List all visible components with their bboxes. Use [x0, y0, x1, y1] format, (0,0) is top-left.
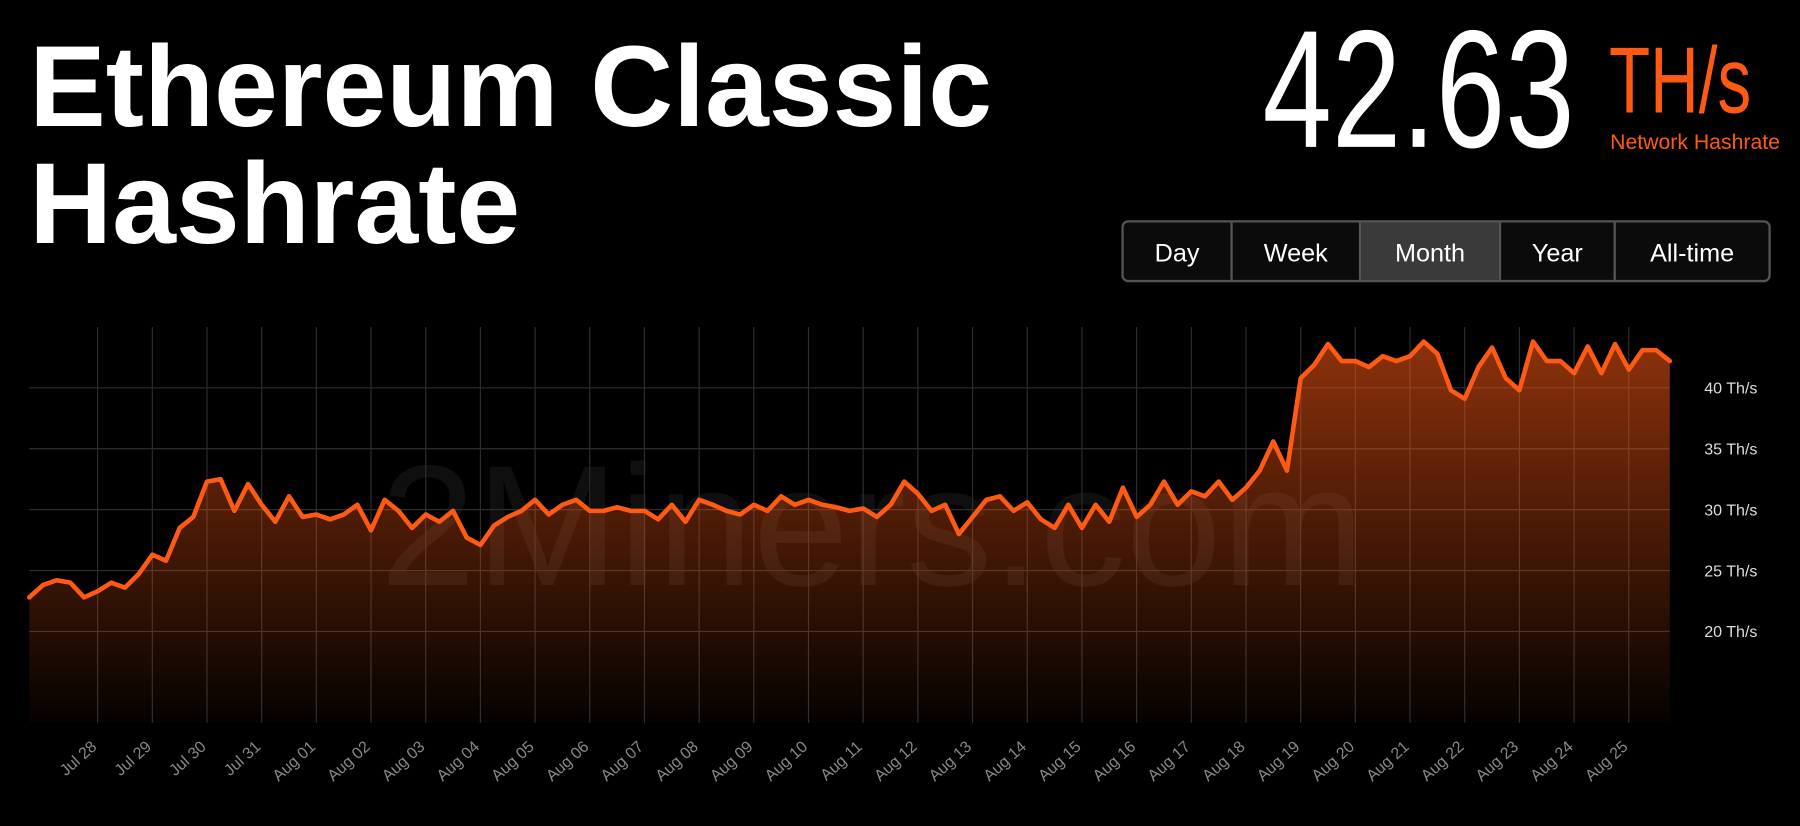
y-tick-label: 40 Th/s [1704, 380, 1757, 398]
y-tick-label: 35 Th/s [1704, 440, 1757, 458]
tab[interactable]: Week [1230, 222, 1329, 280]
x-tick-label: Aug 24 [1527, 738, 1577, 785]
x-tick-label: Aug 06 [543, 738, 593, 785]
x-tick-label: Aug 02 [324, 738, 374, 785]
x-tick-label: Aug 04 [433, 738, 483, 785]
y-tick-label: 30 Th/s [1704, 501, 1757, 519]
tab[interactable]: All-time [1613, 222, 1734, 280]
x-tick-label: Aug 10 [761, 738, 811, 785]
x-tick-label: Aug 09 [707, 738, 757, 785]
x-tick-label: Aug 07 [597, 738, 647, 785]
tab[interactable]: Year [1498, 222, 1583, 280]
y-tick-label: 20 Th/s [1704, 623, 1757, 641]
tab-label: All-time [1650, 240, 1734, 268]
x-tick-label: Jul 29 [111, 738, 155, 780]
x-tick-label: Jul 30 [166, 738, 210, 780]
tab-selected-bg [1361, 222, 1499, 280]
hashrate-value: 42.63 [1263, 0, 1575, 183]
x-tick-label: Aug 11 [817, 738, 866, 785]
title-line: Hashrate [29, 140, 520, 268]
x-tick-label: Jul 31 [220, 738, 264, 780]
x-tick-label: Aug 14 [980, 738, 1030, 785]
area [29, 341, 1670, 723]
x-tick-label: Jul 28 [56, 738, 100, 780]
hashrate-unit: TH/s [1609, 27, 1751, 132]
tab-label: Year [1532, 240, 1583, 268]
x-tick-label: Aug 19 [1253, 738, 1303, 785]
x-tick-label: Aug 25 [1582, 738, 1632, 785]
x-tick-label: Aug 15 [1035, 738, 1085, 785]
tab-label: Month [1395, 240, 1465, 268]
hashrate-caption: Network Hashrate [1610, 131, 1780, 154]
x-tick-label: Aug 23 [1472, 738, 1522, 785]
x-tick-label: Aug 01 [269, 738, 319, 785]
chart: 20 Th/s 25 Th/s 30 Th/s 35 Th/s 40 Th/s Jul 2… [26, 326, 1757, 785]
x-tick-label: Aug 13 [925, 738, 975, 785]
tab[interactable]: Day [1155, 240, 1200, 268]
tab-label: Week [1264, 240, 1328, 268]
x-tick-label: Aug 17 [1144, 738, 1194, 785]
x-tick-label: Aug 12 [871, 738, 921, 785]
x-tick-label: Aug 08 [652, 738, 702, 785]
x-tick-label: Aug 20 [1308, 738, 1358, 785]
x-tick-label: Aug 21 [1363, 738, 1413, 785]
x-tick-label: Aug 18 [1199, 738, 1249, 785]
title-line: Ethereum Classic [29, 23, 992, 151]
tab-label: Day [1155, 240, 1200, 268]
tab[interactable]: Month [1358, 222, 1499, 280]
tab-bar: Day Week Month Year All-time [1121, 220, 1771, 283]
line [26, 339, 1673, 600]
x-tick-label: Aug 16 [1089, 738, 1139, 785]
x-tick-label: Aug 22 [1418, 738, 1468, 785]
x-tick-label: Aug 05 [488, 738, 538, 785]
x-tick-label: Aug 03 [379, 738, 429, 785]
y-tick-label: 25 Th/s [1704, 562, 1757, 580]
